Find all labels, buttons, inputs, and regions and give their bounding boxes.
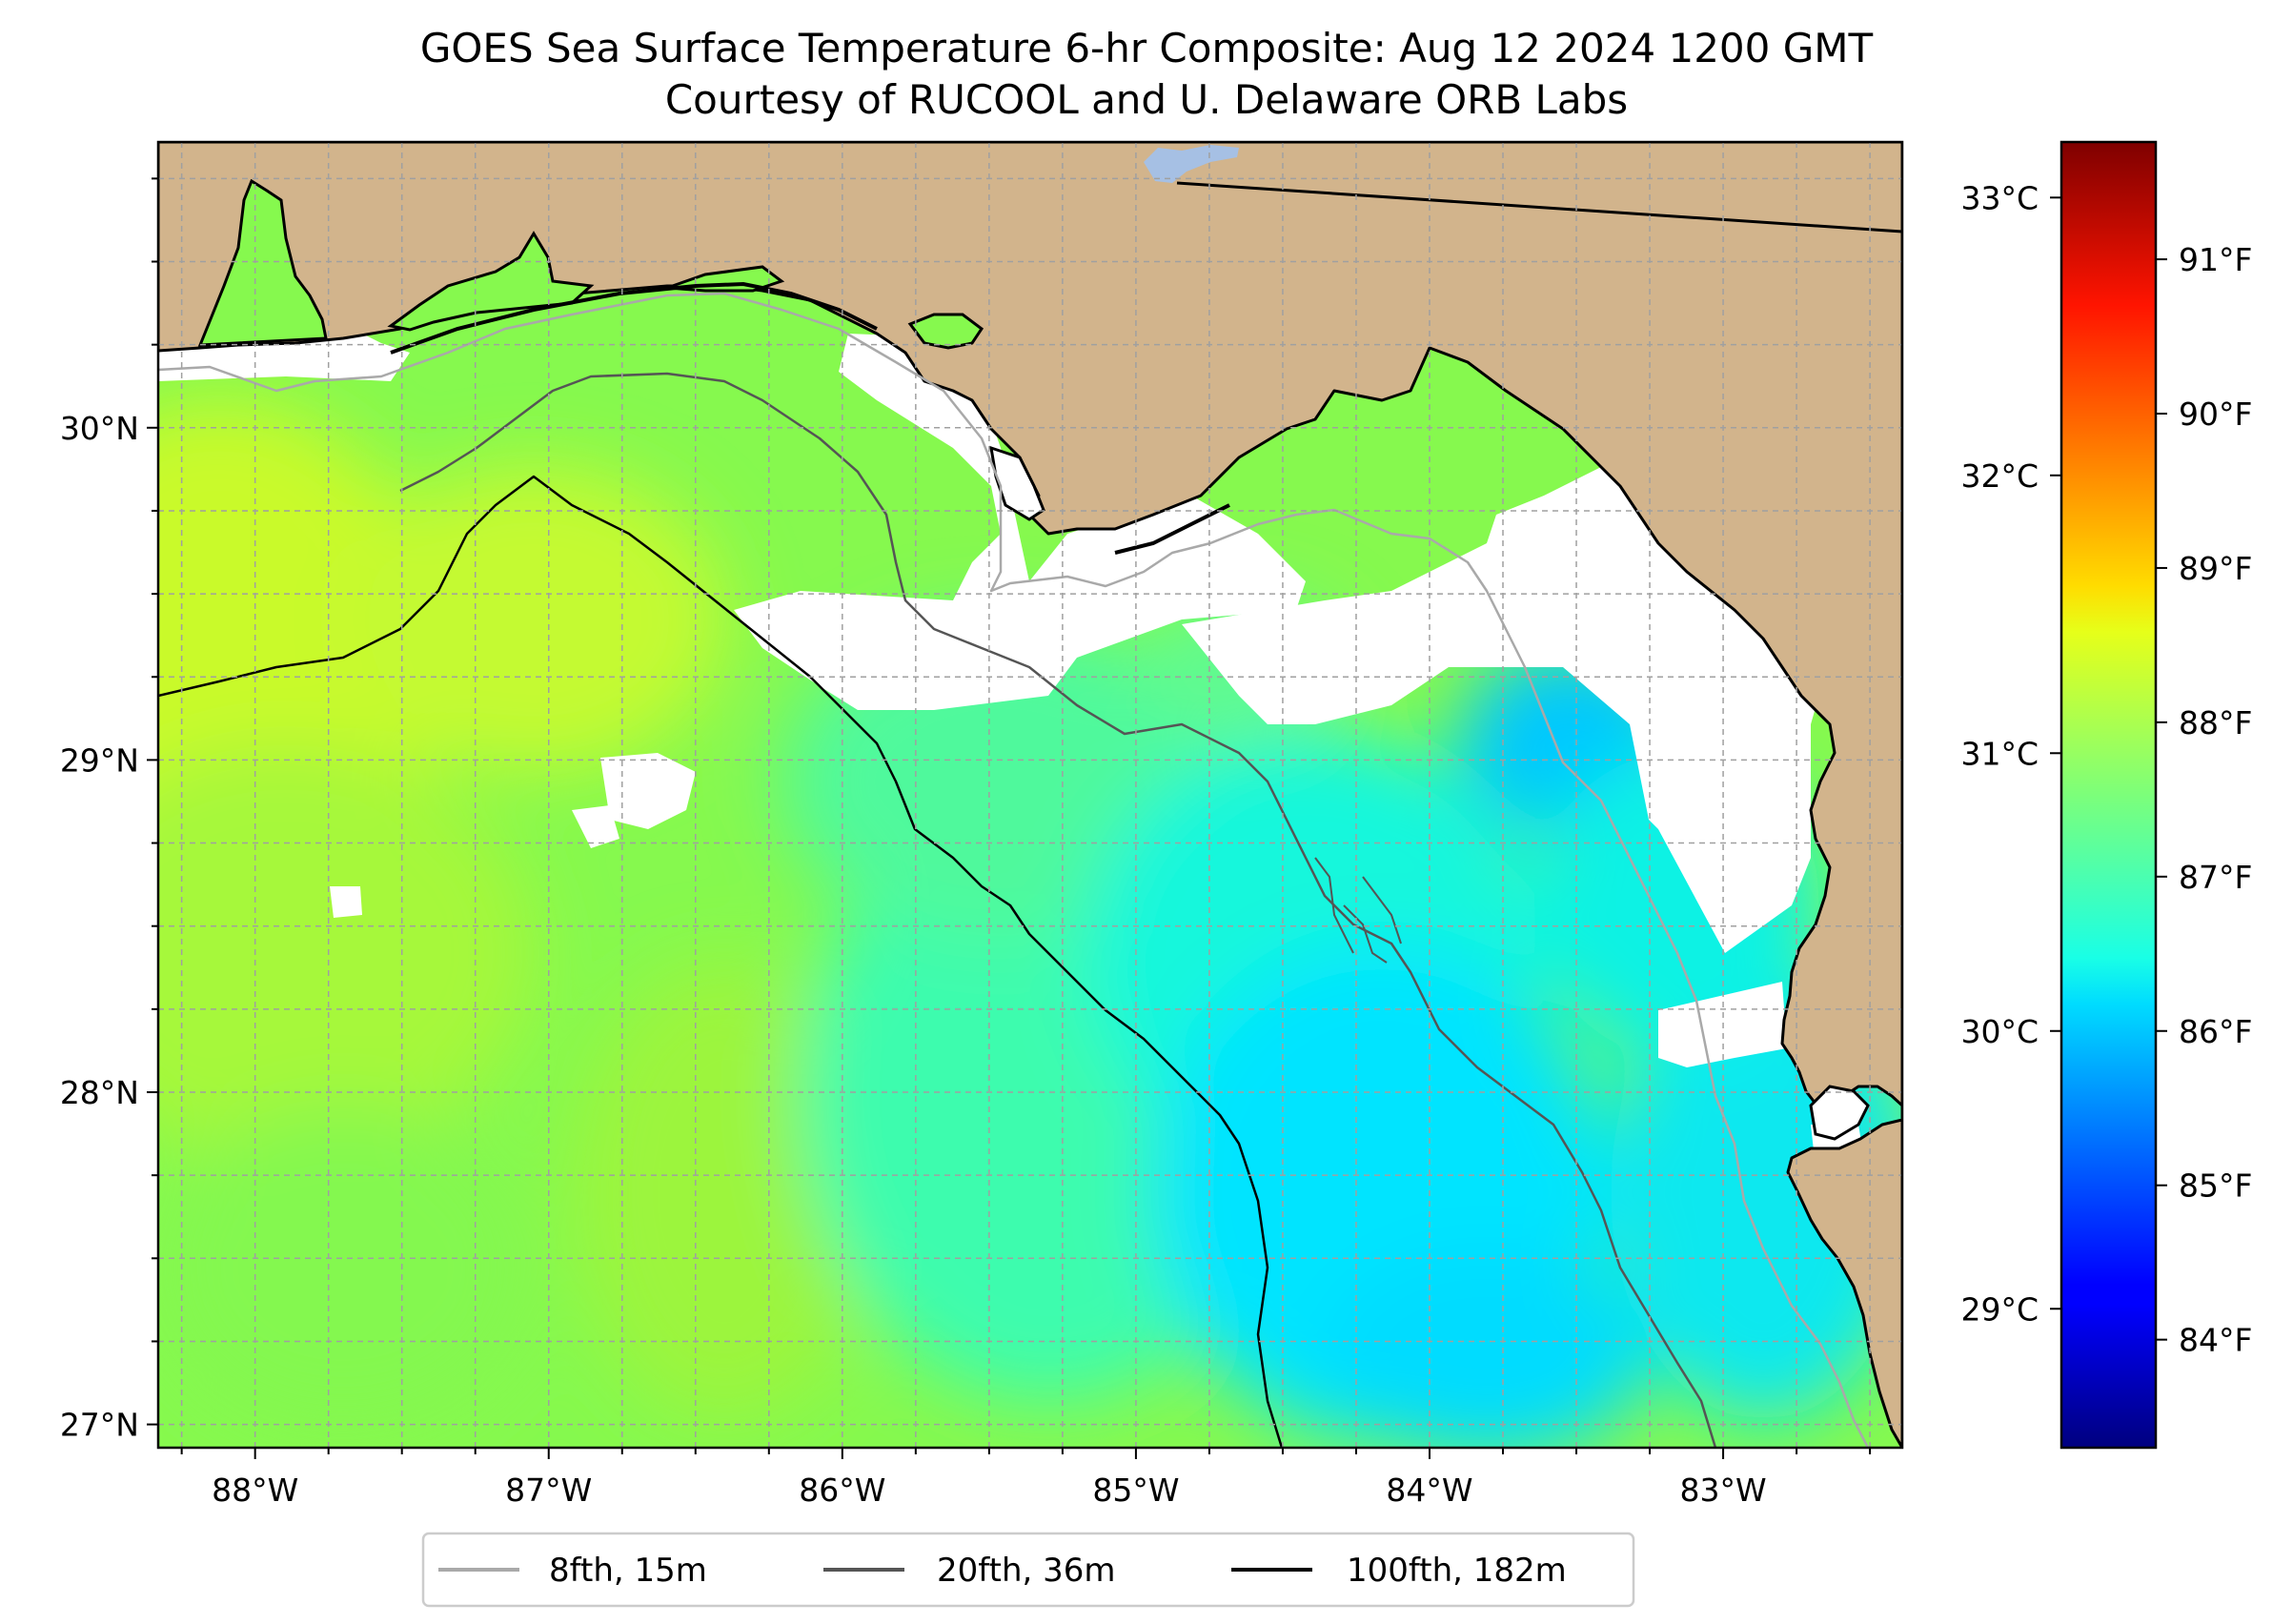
pensacola-bay — [387, 231, 595, 332]
colorbar-gradient — [2060, 140, 2158, 1450]
fahrenheit-tick-label: 90°F — [2179, 396, 2252, 433]
barrier-islands — [390, 281, 878, 355]
colorbar: 29°C 30°C 31°C 32°C 33°C 84°F 85°F 86°F 87°F 88°F… — [1960, 140, 2252, 1450]
celsius-tick-label: 33°C — [1960, 179, 2039, 216]
legend-label-8fth: 8fth, 15m — [549, 1552, 707, 1590]
fahrenheit-tick-label: 91°F — [2179, 241, 2252, 278]
celsius-tick-label: 30°C — [1960, 1013, 2039, 1050]
legend-item-100fth: 100fth, 182m — [1231, 1552, 1567, 1590]
lon-tick-label: 88°W — [212, 1472, 298, 1509]
fahrenheit-tick-label: 88°F — [2179, 704, 2252, 741]
axis-ticks — [147, 177, 1872, 1459]
map-frame — [156, 140, 1904, 1450]
map-area — [158, 142, 1902, 1448]
celsius-tick-label: 29°C — [1960, 1290, 2039, 1328]
gridlines — [158, 142, 1902, 1448]
figure-subtitle: Courtesy of RUCOOL and U. Delaware ORB L… — [664, 76, 1629, 123]
legend: 8fth, 15m 20fth, 36m 100fth, 182m — [421, 1532, 1635, 1608]
legend-label-100fth: 100fth, 182m — [1347, 1552, 1567, 1590]
celsius-tick-label: 32°C — [1960, 457, 2039, 495]
isobath-20fth — [399, 372, 1717, 1448]
lat-tick-label: 30°N — [60, 410, 139, 447]
tampa-bay — [1809, 1085, 1870, 1141]
figure-title: GOES Sea Surface Temperature 6-hr Compos… — [419, 25, 1874, 71]
axis-labels: 88°W 87°W 86°W 85°W 84°W 83°W 30°N 29°N 28°N 27°N — [60, 410, 1767, 1509]
lon-tick-label: 84°W — [1386, 1472, 1472, 1509]
legend-box — [421, 1532, 1635, 1608]
big-bend-islands — [1314, 857, 1402, 964]
sst-field — [158, 142, 1902, 1448]
celsius-tick-label: 31°C — [1960, 735, 2039, 772]
lon-tick-label: 83°W — [1680, 1472, 1767, 1509]
state-border — [1176, 181, 1902, 233]
lon-tick-label: 87°W — [505, 1472, 592, 1509]
isobath-8fth — [158, 292, 1870, 1448]
inland-lake — [1144, 145, 1239, 183]
isobaths — [158, 292, 1870, 1448]
fahrenheit-tick-label: 87°F — [2179, 859, 2252, 896]
lat-tick-label: 27°N — [60, 1407, 139, 1444]
mobile-bay — [197, 178, 328, 347]
fahrenheit-tick-label: 89°F — [2179, 550, 2252, 587]
lat-tick-label: 29°N — [60, 741, 139, 779]
fahrenheit-tick-label: 86°F — [2179, 1013, 2252, 1050]
legend-label-20fth: 20fth, 36m — [937, 1552, 1116, 1590]
land — [158, 142, 1902, 1448]
fahrenheit-tick-label: 85°F — [2179, 1167, 2252, 1205]
lon-tick-label: 86°W — [799, 1472, 885, 1509]
colorbar-ticks: 29°C 30°C 31°C 32°C 33°C 84°F 85°F 86°F 87°F 88°F… — [1960, 179, 2252, 1358]
fahrenheit-tick-label: 84°F — [2179, 1322, 2252, 1359]
lon-tick-label: 85°W — [1092, 1472, 1179, 1509]
st-george-island — [1114, 503, 1230, 555]
legend-item-8fth: 8fth, 15m — [438, 1552, 707, 1590]
isobath-100fth — [158, 475, 1284, 1448]
st-andrew-bay — [907, 313, 984, 350]
lat-tick-label: 28°N — [60, 1074, 139, 1111]
legend-item-20fth: 20fth, 36m — [823, 1552, 1116, 1590]
